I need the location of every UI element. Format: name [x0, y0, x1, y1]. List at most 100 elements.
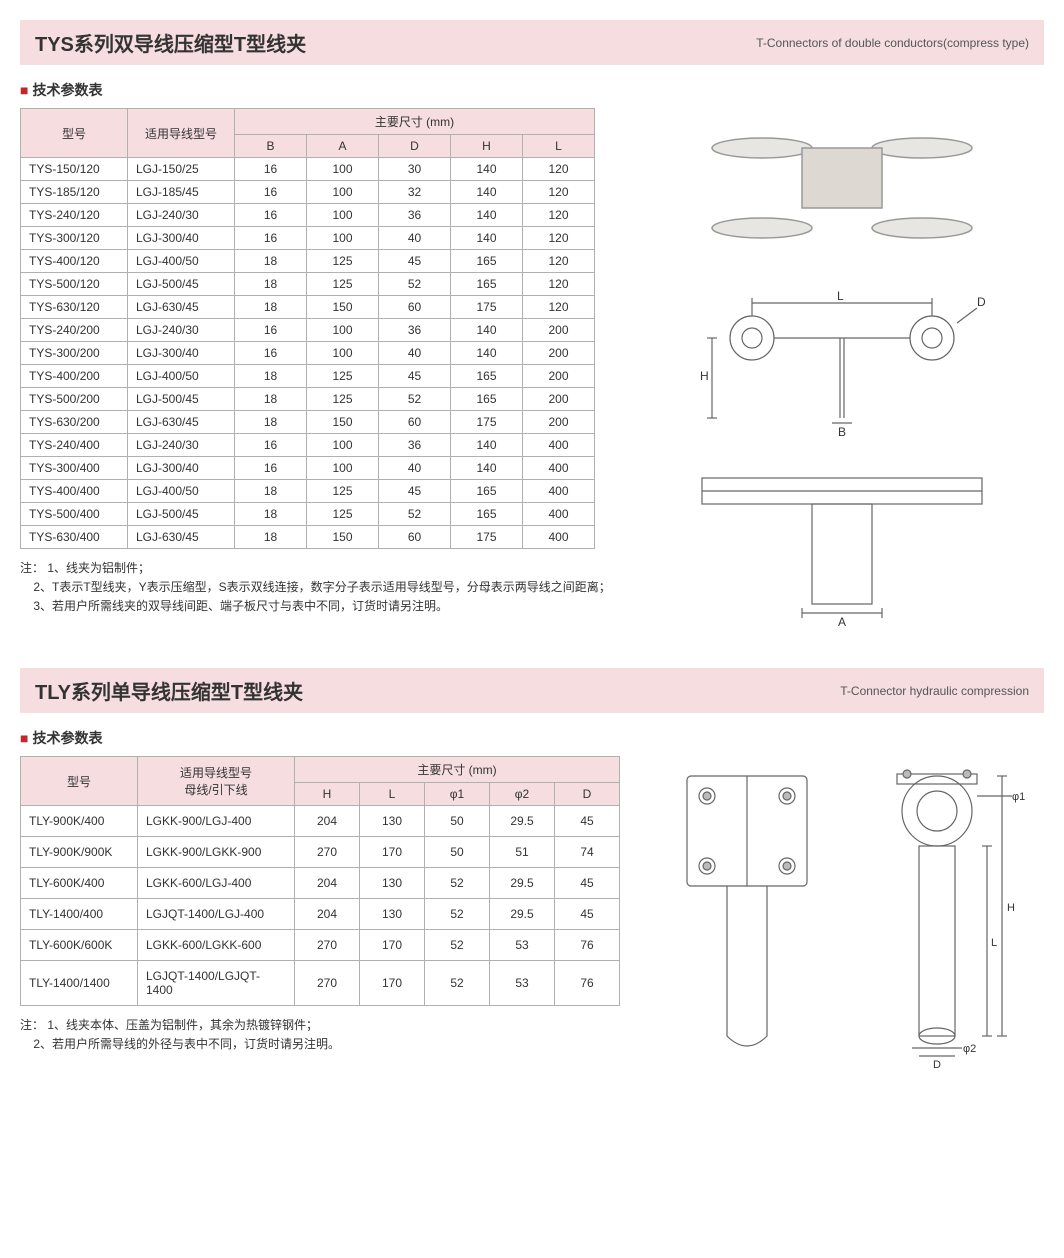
- col-model: 型号: [21, 757, 138, 806]
- label-A: A: [838, 615, 846, 628]
- table-cell: 36: [379, 204, 451, 227]
- table-cell: 165: [451, 273, 523, 296]
- table-cell: 400: [523, 457, 595, 480]
- table-cell: 130: [360, 806, 425, 837]
- table-cell: 140: [451, 204, 523, 227]
- col-conductor: 适用导线型号: [128, 109, 235, 158]
- col-dim: φ2: [490, 783, 555, 806]
- col-dim: L: [360, 783, 425, 806]
- product-sketch-tys: [702, 108, 982, 268]
- label-D: D: [977, 295, 986, 309]
- col-dim: D: [555, 783, 620, 806]
- label-phi2: φ2: [963, 1043, 976, 1055]
- table-cell: LGJ-185/45: [128, 181, 235, 204]
- table-cell: 125: [307, 480, 379, 503]
- table-cell: 30: [379, 158, 451, 181]
- col-dim: φ1: [425, 783, 490, 806]
- title-bar-tly: TLY系列单导线压缩型T型线夹 T-Connector hydraulic co…: [20, 668, 1044, 713]
- table-cell: 52: [379, 388, 451, 411]
- table-cell: LGJQT-1400/LGJ-400: [138, 899, 295, 930]
- table-cell: LGJQT-1400/LGJQT-1400: [138, 961, 295, 1006]
- table-cell: 400: [523, 434, 595, 457]
- table-cell: TLY-900K/400: [21, 806, 138, 837]
- table-cell: TLY-1400/1400: [21, 961, 138, 1006]
- label-L: L: [991, 937, 997, 949]
- table-row: TYS-630/200LGJ-630/451815060175200: [21, 411, 595, 434]
- table-cell: 125: [307, 273, 379, 296]
- col-dim: B: [235, 135, 307, 158]
- subheader-tys: ■技术参数表: [20, 80, 1044, 100]
- table-cell: 18: [235, 296, 307, 319]
- table-cell: 125: [307, 503, 379, 526]
- table-cell: TYS-240/400: [21, 434, 128, 457]
- table-cell: LGJ-400/50: [128, 250, 235, 273]
- table-cell: 53: [490, 930, 555, 961]
- table-cell: 400: [523, 526, 595, 549]
- table-cell: LGKK-600/LGJ-400: [138, 868, 295, 899]
- table-cell: 200: [523, 411, 595, 434]
- table-cell: 270: [295, 930, 360, 961]
- table-cell: 16: [235, 342, 307, 365]
- table-cell: 45: [379, 250, 451, 273]
- diagram-col-tly: φ1 H L φ2 D: [650, 756, 1044, 1076]
- table-cell: 100: [307, 204, 379, 227]
- table-cell: 18: [235, 365, 307, 388]
- title-en: T-Connectors of double conductors(compre…: [756, 36, 1029, 50]
- table-row: TLY-900K/900KLGKK-900/LGKK-9002701705051…: [21, 837, 620, 868]
- table-cell: 150: [307, 411, 379, 434]
- table-cell: 400: [523, 480, 595, 503]
- table-cell: TYS-300/120: [21, 227, 128, 250]
- table-cell: LGJ-630/45: [128, 411, 235, 434]
- table-cell: TLY-600K/400: [21, 868, 138, 899]
- table-row: TYS-300/120LGJ-300/401610040140120: [21, 227, 595, 250]
- table-cell: TYS-630/400: [21, 526, 128, 549]
- table-cell: 16: [235, 158, 307, 181]
- title-cn: TYS系列双导线压缩型T型线夹: [35, 28, 306, 57]
- table-cell: 50: [425, 806, 490, 837]
- table-cell: 165: [451, 503, 523, 526]
- table-cell: LGJ-630/45: [128, 526, 235, 549]
- schematic-front-tys: A: [682, 458, 1002, 628]
- table-cell: TYS-630/120: [21, 296, 128, 319]
- table-cell: 175: [451, 411, 523, 434]
- title-cn: TLY系列单导线压缩型T型线夹: [35, 676, 303, 705]
- table-cell: 40: [379, 457, 451, 480]
- title-en: T-Connector hydraulic compression: [840, 684, 1029, 698]
- table-cell: 200: [523, 342, 595, 365]
- table-cell: TYS-500/120: [21, 273, 128, 296]
- table-cell: 150: [307, 296, 379, 319]
- table-cell: 140: [451, 457, 523, 480]
- table-cell: TYS-400/120: [21, 250, 128, 273]
- table-cell: 130: [360, 899, 425, 930]
- table-row: TLY-1400/400LGJQT-1400/LGJ-4002041305229…: [21, 899, 620, 930]
- table-cell: 100: [307, 181, 379, 204]
- table-cell: 18: [235, 388, 307, 411]
- table-cell: 100: [307, 227, 379, 250]
- table-cell: TYS-500/400: [21, 503, 128, 526]
- table-cell: 45: [555, 899, 620, 930]
- schematic-tly: φ1 H L φ2 D: [667, 756, 1027, 1076]
- notes-tys: 注： 1、线夹为铝制件； 2、T表示T型线夹，Y表示压缩型，S表示双线连接，数字…: [20, 559, 611, 617]
- table-cell: 40: [379, 227, 451, 250]
- table-cell: 36: [379, 319, 451, 342]
- table-cell: TYS-300/200: [21, 342, 128, 365]
- table-cell: 52: [425, 930, 490, 961]
- table-cell: 29.5: [490, 868, 555, 899]
- col-dims: 主要尺寸 (mm): [235, 109, 595, 135]
- table-cell: 125: [307, 388, 379, 411]
- table-cell: TLY-900K/900K: [21, 837, 138, 868]
- schematic-top-tys: L D H B: [692, 288, 992, 438]
- bullet-icon: ■: [20, 82, 28, 98]
- table-cell: LGJ-630/45: [128, 296, 235, 319]
- table-cell: 125: [307, 365, 379, 388]
- table-cell: 45: [555, 806, 620, 837]
- table-cell: 170: [360, 930, 425, 961]
- table-cell: 140: [451, 227, 523, 250]
- table-cell: 52: [425, 961, 490, 1006]
- table-row: TYS-500/200LGJ-500/451812552165200: [21, 388, 595, 411]
- table-cell: TYS-500/200: [21, 388, 128, 411]
- table-cell: 51: [490, 837, 555, 868]
- table-cell: 45: [379, 365, 451, 388]
- table-cell: 60: [379, 526, 451, 549]
- table-cell: 16: [235, 434, 307, 457]
